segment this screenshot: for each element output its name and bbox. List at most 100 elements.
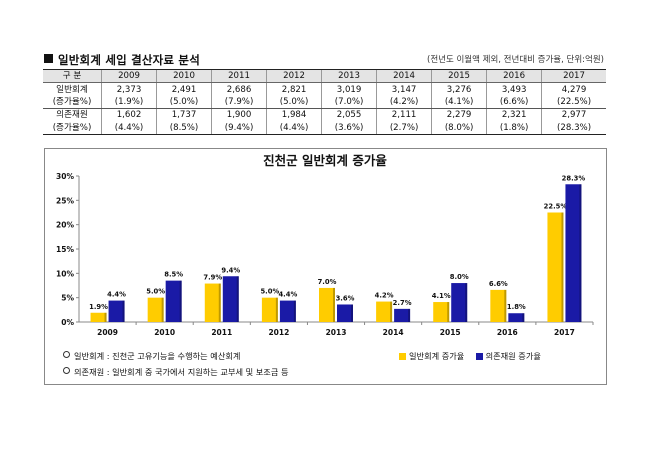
year-header: 2012 xyxy=(266,68,322,84)
note-item: 의존재원 : 일반회계 중 국가에서 지원하는 교부세 및 보조금 등 xyxy=(63,364,289,380)
bar-shade xyxy=(218,283,221,322)
x-tick-label: 2012 xyxy=(268,328,289,337)
note-item: 일반회계 : 진천군 고유기능을 수행하는 예산회계 xyxy=(63,348,289,364)
bar-shade xyxy=(408,308,411,322)
bar-general xyxy=(319,287,335,322)
bar-shade xyxy=(447,302,450,322)
y-tick-label: 15% xyxy=(56,245,74,254)
settlement-table: 구 분 2009 2010 2011 2012 2013 2014 2015 2… xyxy=(43,68,606,135)
bar-shade xyxy=(333,287,335,322)
year-header: 2014 xyxy=(376,68,432,84)
bar-value-label: 5.0% xyxy=(146,288,165,296)
bar-value-label: 9.4% xyxy=(221,266,240,274)
x-tick-label: 2017 xyxy=(554,328,575,337)
bar-shade xyxy=(351,304,353,322)
legend-label: 의존재원 증가율 xyxy=(485,351,541,361)
bar-general xyxy=(433,302,450,322)
table-cell: (8.5%) xyxy=(156,121,212,135)
bar-shade xyxy=(293,300,296,322)
table-cell: (4.4%) xyxy=(266,121,322,135)
year-header: 2013 xyxy=(321,68,377,84)
note-text: 일반회계 : 진천군 고유기능을 수행하는 예산회계 xyxy=(74,351,241,361)
bar-general xyxy=(261,297,278,322)
bar-value-label: 4.1% xyxy=(432,292,451,300)
bar-shade xyxy=(104,312,107,322)
table-cell: 2,821 xyxy=(266,82,322,96)
table-cell: (6.6%) xyxy=(486,95,542,110)
bar-value-label: 22.5% xyxy=(544,203,568,211)
x-tick-label: 2011 xyxy=(211,328,232,337)
table-cell: 3,493 xyxy=(486,82,542,96)
bar-value-label: 2.7% xyxy=(393,299,412,307)
x-tick-label: 2015 xyxy=(440,328,461,337)
bar-dependent xyxy=(451,283,468,322)
bar-shade xyxy=(522,313,525,322)
y-tick-label: 30% xyxy=(56,172,74,181)
table-cell: 1,984 xyxy=(266,108,322,122)
bar-value-label: 1.8% xyxy=(507,303,526,311)
year-header: 2017 xyxy=(541,68,606,84)
chart-title: 진천군 일반회계 증가율 xyxy=(263,153,387,168)
table-header-row: 구 분 2009 2010 2011 2012 2013 2014 2015 2… xyxy=(43,68,606,84)
year-header: 2015 xyxy=(431,68,487,84)
bar-shade xyxy=(236,276,239,322)
bar-dependent xyxy=(279,300,296,322)
notes: 일반회계 : 진천군 고유기능을 수행하는 예산회계 의존재원 : 일반회계 중… xyxy=(63,348,289,380)
table-cell: 2,055 xyxy=(321,108,377,122)
table-row: 의존재원 1,602 1,737 1,900 1,984 2,055 2,111… xyxy=(43,108,606,122)
legend-swatch-dependent xyxy=(475,353,483,360)
chart-panel: 진천군 일반회계 증가율 0% 5% 10% 15% 20% 25% 30% 2009 1.9%… xyxy=(44,148,607,385)
black-square-icon xyxy=(44,54,53,63)
year-header: 2016 xyxy=(486,68,542,84)
table-cell: 2,491 xyxy=(156,82,212,96)
year-header: 2009 xyxy=(100,68,157,84)
table-row: 일반회계 2,373 2,491 2,686 2,821 3,019 3,147… xyxy=(43,82,606,96)
table-row: (증가율%) (1.9%) (5.0%) (7.9%) (5.0%) (7.0%… xyxy=(43,95,606,110)
table-cell: 3,019 xyxy=(321,82,377,96)
bar-shade xyxy=(504,289,507,322)
table-cell: (7.0%) xyxy=(321,95,377,110)
bar-shade xyxy=(465,283,468,322)
bar-dependent xyxy=(337,304,353,322)
row-label: 일반회계 xyxy=(56,84,88,95)
legend-label: 일반회계 증가율 xyxy=(409,351,465,361)
table-cell: 1,602 xyxy=(100,108,157,122)
y-tick-label: 0% xyxy=(61,318,74,327)
bar-shade xyxy=(561,212,564,322)
bar-general xyxy=(204,283,221,322)
bar-general xyxy=(90,312,107,322)
section-heading: 일반회계 세입 결산자료 분석 (전년도 이월액 제외, 전년대비 증가율, 단… xyxy=(44,52,604,67)
bar-value-label: 7.9% xyxy=(203,274,222,282)
table-cell: 2,686 xyxy=(211,82,267,96)
y-tick-label: 20% xyxy=(56,221,74,230)
bar-dependent xyxy=(394,308,411,322)
bar-general xyxy=(490,289,507,322)
bar-shade xyxy=(179,280,182,322)
bar-value-label: 28.3% xyxy=(562,174,586,182)
table-cell: 3,147 xyxy=(376,82,432,96)
table-cell: (4.2%) xyxy=(376,95,432,110)
table-cell: (5.0%) xyxy=(266,95,322,110)
legend-swatch-general xyxy=(399,353,406,360)
bar-value-label: 4.2% xyxy=(375,292,394,300)
y-tick-label: 10% xyxy=(56,269,74,278)
table-cell: 2,111 xyxy=(376,108,432,122)
table-cell: (4.4%) xyxy=(100,121,157,135)
table-cell: 2,279 xyxy=(431,108,487,122)
table-cell: 2,373 xyxy=(100,82,157,96)
bar-shade xyxy=(161,297,164,322)
table-cell: (7.9%) xyxy=(211,95,267,110)
row-label: (증가율%) xyxy=(43,121,102,135)
circle-bullet-icon xyxy=(63,367,70,374)
bar-dependent xyxy=(508,313,525,322)
table-cell: (5.0%) xyxy=(156,95,212,110)
bar-shade xyxy=(122,300,125,322)
y-tick-label: 25% xyxy=(56,196,74,205)
y-tick-label: 5% xyxy=(61,294,74,303)
table-header-label: 구 분 xyxy=(43,68,102,84)
bar-value-label: 5.0% xyxy=(260,288,279,296)
bar-general xyxy=(376,301,393,322)
table-cell: (28.3%) xyxy=(541,121,606,135)
bar-general xyxy=(147,297,164,322)
table-cell: (1.9%) xyxy=(100,95,157,110)
